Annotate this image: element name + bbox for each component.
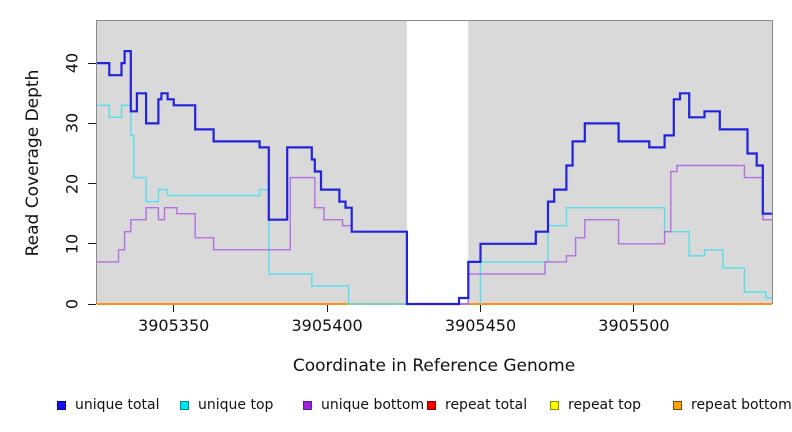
legend-item-unique-top: unique top [172,397,295,413]
y-tick-mark [88,243,96,245]
legend-label: unique top [198,397,274,413]
legend-item-repeat-total: repeat total [419,397,542,413]
series-line-unique-total [97,50,772,306]
x-tick-label: 3905500 [598,316,670,335]
legend-item-repeat-bottom: repeat bottom [665,397,792,413]
y-tick-label: 20 [62,173,82,194]
y-tick-label: 30 [62,113,82,134]
legend-swatch-icon [427,400,436,410]
y-tick-label: 40 [62,52,82,74]
x-tick-mark [633,305,635,312]
plot-area [96,20,773,306]
y-axis-title: Read Coverage Depth [23,69,43,257]
legend-swatch-icon [673,400,682,410]
x-tick-label: 3905400 [291,316,363,335]
x-tick-label: 3905350 [138,316,210,335]
legend-label: repeat total [445,397,528,413]
legend-label: unique total [75,397,160,413]
legend-label: repeat top [568,397,642,413]
y-tick-label: 0 [62,298,82,310]
legend-item-repeat-top: repeat top [542,397,665,413]
x-tick-mark [480,305,482,312]
chart-canvas [97,21,772,306]
legend: unique total unique top unique bottom repea… [49,397,792,413]
y-tick-mark [88,183,96,185]
series-line-unique-top [97,104,407,305]
legend-item-unique-bottom: unique bottom [295,397,424,413]
y-tick-mark [88,303,96,305]
x-tick-mark [173,305,175,312]
legend-swatch-icon [57,400,66,410]
legend-label: unique bottom [321,397,425,413]
y-tick-label: 10 [62,233,82,254]
legend-item-unique-total: unique total [49,397,172,413]
legend-swatch-icon [180,400,189,410]
series-line-unique-bottom [97,164,772,305]
legend-swatch-icon [550,400,559,410]
x-tick-mark [326,305,328,312]
legend-swatch-icon [303,400,312,410]
series-line-unique-top [479,207,772,304]
y-tick-mark [88,62,96,64]
x-axis-title: Coordinate in Reference Genome [292,356,576,376]
masked-gap-band [406,21,469,304]
x-tick-label: 3905450 [444,316,517,335]
legend-label: repeat bottom [691,397,792,413]
y-tick-mark [88,122,96,124]
